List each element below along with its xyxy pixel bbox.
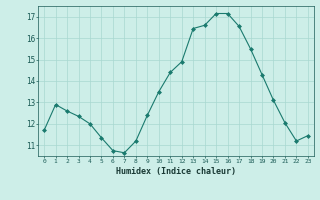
X-axis label: Humidex (Indice chaleur): Humidex (Indice chaleur) [116,167,236,176]
